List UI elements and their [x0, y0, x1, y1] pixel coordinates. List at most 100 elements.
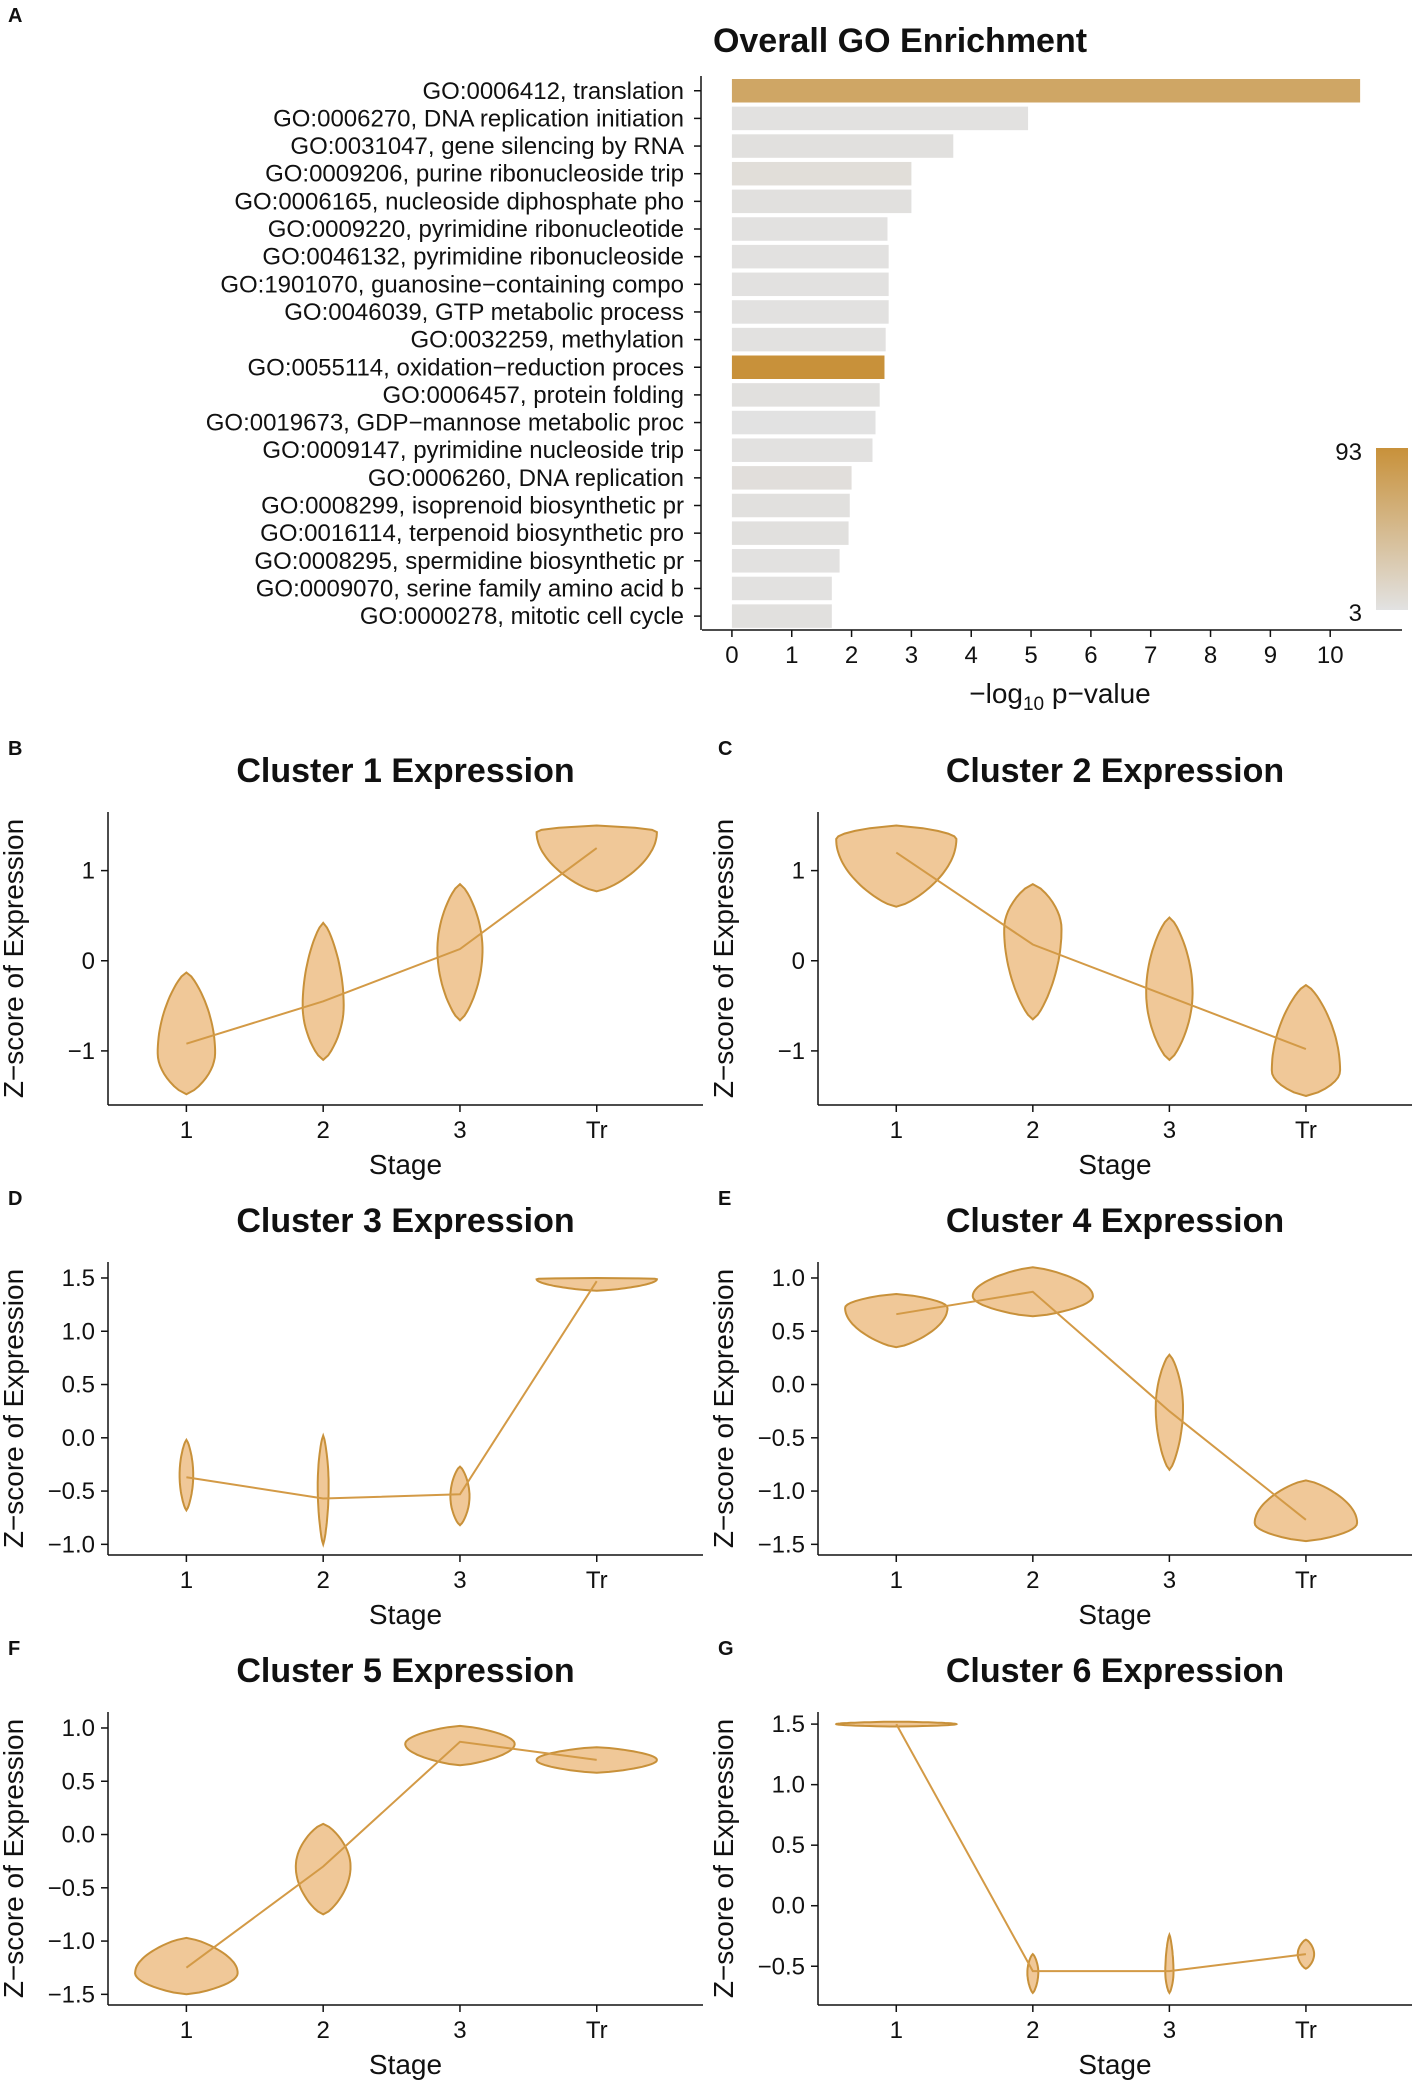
- y-tick-label: −0.5: [758, 1425, 805, 1452]
- x-tick-label: 2: [316, 1117, 329, 1144]
- violin-tr: [1270, 983, 1342, 1098]
- mean-trend-line: [895, 1723, 1307, 1973]
- x-tick-label: 2: [1026, 2017, 1039, 2044]
- bar-14: [731, 466, 852, 490]
- category-label: GO:1901070, guanosine−containing compo: [220, 271, 684, 298]
- x-axis-label-subscript: 10: [1023, 694, 1044, 715]
- x-axis-label: −log10 p−value: [969, 678, 1151, 715]
- violin-1: [178, 1437, 195, 1513]
- bar-19: [731, 604, 832, 628]
- x-tick-label: 1: [180, 2017, 193, 2044]
- y-tick-label: −0.5: [48, 1478, 95, 1505]
- x-tick-label: Tr: [586, 2017, 608, 2044]
- category-label: GO:0006260, DNA replication: [368, 465, 684, 492]
- category-label: GO:0006457, protein folding: [382, 382, 684, 409]
- y-tick-label: 0.0: [62, 1425, 95, 1452]
- violin-3: [1164, 1931, 1175, 1995]
- y-tick-label: 1.0: [772, 1772, 805, 1799]
- category-label: GO:0000278, mitotic cell cycle: [360, 603, 684, 630]
- y-axis-label: Z−score of Expression: [708, 1719, 739, 1998]
- bar-4: [731, 189, 912, 214]
- chart-title: Overall GO Enrichment: [713, 22, 1087, 60]
- y-tick-label: 1: [82, 858, 95, 885]
- y-tick-label: 0.5: [62, 1768, 95, 1795]
- category-label: GO:0006412, translation: [422, 78, 684, 105]
- mean-trend-line: [186, 847, 598, 1045]
- category-label: GO:0019673, GDP−mannose metabolic proc: [206, 410, 684, 437]
- panel-label-f: F: [8, 1638, 20, 1660]
- violin-2: [1026, 1952, 1040, 1995]
- y-tick-label: −1.0: [758, 1478, 805, 1505]
- x-tick-label: 2: [845, 642, 858, 669]
- x-tick-label: 3: [1163, 1117, 1176, 1144]
- category-label: GO:0008295, spermidine biosynthetic pr: [254, 548, 684, 575]
- x-tick-label: 3: [1163, 1567, 1176, 1594]
- bar-3: [731, 161, 912, 186]
- x-tick-label: 2: [316, 2017, 329, 2044]
- violin-3: [404, 1724, 516, 1767]
- category-label: GO:0009070, serine family amino acid b: [256, 575, 684, 602]
- x-tick-label: 1: [890, 1567, 903, 1594]
- violin-tr: [535, 1746, 658, 1774]
- x-axis-label-tail: p−value: [1044, 678, 1151, 709]
- y-axis-label: Z−score of Expression: [0, 1269, 29, 1548]
- y-tick-label: 0: [792, 948, 805, 975]
- panel-label-d: D: [8, 1188, 22, 1210]
- x-tick-label: 3: [453, 1117, 466, 1144]
- violin-3: [1145, 916, 1194, 1062]
- x-tick-label: 10: [1317, 642, 1344, 669]
- x-tick-label: 5: [1024, 642, 1037, 669]
- violin-1: [134, 1936, 239, 1996]
- x-tick-label: 3: [905, 642, 918, 669]
- chart-title: Cluster 5 Expression: [236, 1652, 574, 1690]
- violin-tr: [535, 1276, 659, 1292]
- category-label: GO:0031047, gene silencing by RNA: [290, 133, 684, 160]
- violin-1: [844, 1292, 949, 1349]
- panel-g-cluster-6: G Cluster 6 Expression −0.5 0.0 0.5 1.0 1.5 1 2 3…: [708, 1638, 1412, 2080]
- x-axis-label: Stage: [369, 2049, 442, 2080]
- panel-label-g: G: [718, 1638, 734, 1660]
- panel-label-e: E: [718, 1188, 731, 1210]
- bar-6: [731, 244, 889, 269]
- panel-label-b: B: [8, 738, 22, 760]
- x-tick-label: 4: [965, 642, 978, 669]
- x-tick-label: 8: [1204, 642, 1217, 669]
- x-tick-label: 3: [1163, 2017, 1176, 2044]
- bar-18: [731, 576, 832, 601]
- bar-17: [731, 549, 840, 573]
- x-tick-label: 1: [180, 1117, 193, 1144]
- category-label: GO:0006165, nucleoside diphosphate pho: [234, 188, 684, 215]
- x-tick-label: 9: [1264, 642, 1277, 669]
- colorbar-max-label: 93: [1335, 439, 1362, 466]
- category-label: GO:0009147, pyrimidine nucleoside trip: [262, 437, 684, 464]
- y-tick-label: 0.0: [772, 1372, 805, 1399]
- category-label: GO:0009220, pyrimidine ribonucleotide: [268, 216, 684, 243]
- x-axis-label: Stage: [1078, 1149, 1151, 1180]
- x-tick-label: 2: [1026, 1567, 1039, 1594]
- x-axis-label: Stage: [1078, 2049, 1151, 2080]
- y-tick-label: −1: [778, 1038, 805, 1065]
- bar-12: [731, 410, 876, 435]
- y-tick-label: 0.5: [62, 1372, 95, 1399]
- x-tick-label: 6: [1084, 642, 1097, 669]
- y-tick-label: 1.0: [62, 1715, 95, 1742]
- y-tick-label: 0.5: [772, 1832, 805, 1859]
- bar-13: [731, 438, 873, 462]
- y-tick-label: 0.0: [62, 1822, 95, 1849]
- y-tick-label: 1.5: [62, 1265, 95, 1292]
- x-axis-label: Stage: [369, 1149, 442, 1180]
- violin-2: [294, 1822, 352, 1916]
- y-tick-label: 0.0: [772, 1893, 805, 1920]
- y-tick-label: −0.5: [758, 1953, 805, 1980]
- x-axis-label: Stage: [369, 1599, 442, 1630]
- x-axis-label-main: −log: [969, 678, 1023, 709]
- panel-a-go-enrichment: A Overall GO Enrichment GO:0006412, transl…: [8, 5, 1408, 715]
- bar-8: [731, 300, 889, 324]
- x-tick-label: 1: [890, 1117, 903, 1144]
- panel-b-cluster-1: B Cluster 1 Expression −1 0 1 1 2 3 Tr Stage Z−sco…: [0, 738, 703, 1180]
- panel-f-cluster-5: F Cluster 5 Expression −1.5 −1.0 −0.5 0.0 0.5 1…: [0, 1638, 703, 2080]
- x-tick-label: 2: [1026, 1117, 1039, 1144]
- chart-title: Cluster 3 Expression: [236, 1202, 574, 1240]
- violin-tr: [1253, 1479, 1359, 1543]
